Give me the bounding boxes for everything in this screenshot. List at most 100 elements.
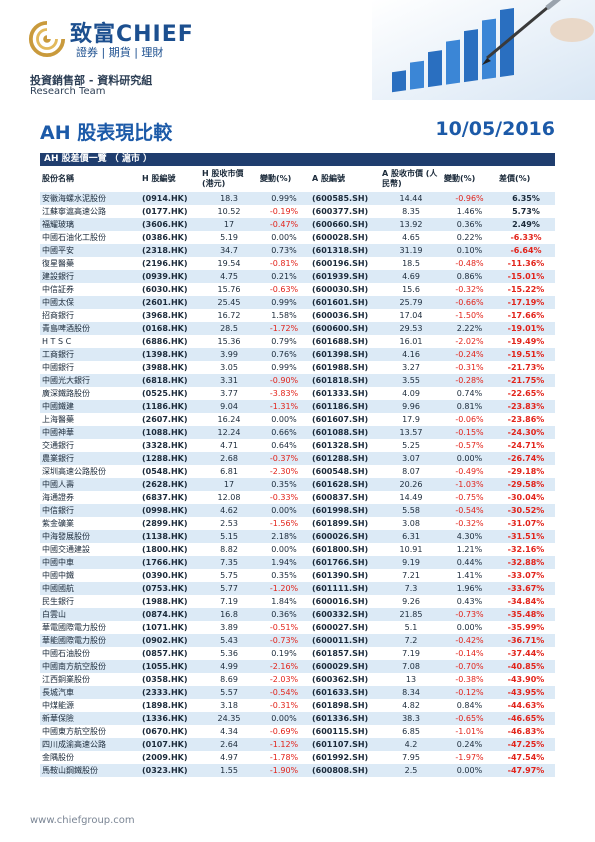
cell-a-change: -0.96% — [442, 192, 497, 205]
cell-premium: -17.19% — [497, 296, 555, 309]
cell-h-change: 1.94% — [258, 556, 310, 569]
cell-premium: -40.85% — [497, 660, 555, 673]
cell-a-change: -1.50% — [442, 309, 497, 322]
cell-stock-name: 中海發展股份 — [40, 530, 140, 543]
cell-premium: -15.22% — [497, 283, 555, 296]
cell-h-price: 25.45 — [200, 296, 258, 309]
cell-h-code: (0939.HK) — [140, 270, 200, 283]
cell-h-change: 0.66% — [258, 426, 310, 439]
cell-a-change: -0.54% — [442, 504, 497, 517]
cell-h-price: 5.15 — [200, 530, 258, 543]
table-row: 青島啤酒股份 (0168.HK) 28.5 -1.72% (600600.SH) 29.5… — [40, 322, 555, 335]
cell-a-change: 0.84% — [442, 699, 497, 712]
cell-h-code: (0168.HK) — [140, 322, 200, 335]
cell-premium: -47.97% — [497, 764, 555, 777]
cell-premium: -44.63% — [497, 699, 555, 712]
cell-a-change: 0.81% — [442, 400, 497, 413]
cell-h-change: 0.35% — [258, 478, 310, 491]
cell-a-change: -0.32% — [442, 517, 497, 530]
cell-a-price: 8.35 — [380, 205, 442, 218]
cell-h-price: 17 — [200, 478, 258, 491]
table-row: 新華保險 (1336.HK) 24.35 0.00% (601336.SH) 38.3 -0… — [40, 712, 555, 725]
cell-a-code: (600027.SH) — [310, 621, 380, 634]
cell-a-change: 0.86% — [442, 270, 497, 283]
cell-stock-name: 中國中車 — [40, 556, 140, 569]
cell-premium: -31.07% — [497, 517, 555, 530]
table-row: 白雲山 (0874.HK) 16.8 0.36% (600332.SH) 21.85 -0.… — [40, 608, 555, 621]
cell-h-code: (1398.HK) — [140, 348, 200, 361]
cell-h-price: 4.62 — [200, 504, 258, 517]
cell-premium: -6.33% — [497, 231, 555, 244]
cell-a-code: (600016.SH) — [310, 595, 380, 608]
cell-a-change: 1.21% — [442, 543, 497, 556]
table-row: 中煤能源 (1898.HK) 3.18 -0.31% (601898.SH) 4.82 0.… — [40, 699, 555, 712]
cell-a-price: 13 — [380, 673, 442, 686]
cell-a-price: 5.58 — [380, 504, 442, 517]
cell-premium: -24.30% — [497, 426, 555, 439]
cell-premium: -33.67% — [497, 582, 555, 595]
cell-a-price: 3.08 — [380, 517, 442, 530]
cell-h-price: 4.97 — [200, 751, 258, 764]
cell-premium: -46.65% — [497, 712, 555, 725]
table-row: 中國銀行 (3988.HK) 3.05 0.99% (601988.SH) 3.27 -0.… — [40, 361, 555, 374]
cell-a-change: 0.00% — [442, 764, 497, 777]
cell-a-price: 7.3 — [380, 582, 442, 595]
cell-a-price: 4.65 — [380, 231, 442, 244]
cell-h-price: 9.04 — [200, 400, 258, 413]
cell-a-change: 1.41% — [442, 569, 497, 582]
cell-a-code: (600548.SH) — [310, 465, 380, 478]
cell-a-change: -0.32% — [442, 283, 497, 296]
cell-a-code: (601601.SH) — [310, 296, 380, 309]
table-row: 中國國航 (0753.HK) 5.77 -1.20% (601111.SH) 7.3 1.9… — [40, 582, 555, 595]
cell-h-change: -1.56% — [258, 517, 310, 530]
cell-a-change: -1.97% — [442, 751, 497, 764]
cell-h-price: 2.68 — [200, 452, 258, 465]
cell-a-code: (601992.SH) — [310, 751, 380, 764]
cell-a-code: (601998.SH) — [310, 504, 380, 517]
cell-stock-name: 華能國際電力股份 — [40, 634, 140, 647]
cell-stock-name: 中國交通建設 — [40, 543, 140, 556]
cell-stock-name: 中國南方航空股份 — [40, 660, 140, 673]
cell-h-change: -3.83% — [258, 387, 310, 400]
table-row: 安徽海螺水泥股份 (0914.HK) 18.3 0.99% (600585.SH) 14.… — [40, 192, 555, 205]
cell-a-code: (601607.SH) — [310, 413, 380, 426]
col-header-achange: 變動(%) — [444, 174, 476, 183]
cell-stock-name: 馬鞍山鋼鐵股份 — [40, 764, 140, 777]
cell-h-change: 0.21% — [258, 270, 310, 283]
cell-a-change: -0.42% — [442, 634, 497, 647]
cell-stock-name: 復星醫藥 — [40, 257, 140, 270]
report-title-row: AH 股表現比較 10/05/2016 — [40, 118, 555, 146]
cell-a-code: (601398.SH) — [310, 348, 380, 361]
table-body: 安徽海螺水泥股份 (0914.HK) 18.3 0.99% (600585.SH) 14.… — [40, 192, 555, 777]
cell-a-code: (601390.SH) — [310, 569, 380, 582]
table-row: 中海發展股份 (1138.HK) 5.15 2.18% (600026.SH) 6.31 4… — [40, 530, 555, 543]
cell-a-code: (600332.SH) — [310, 608, 380, 621]
table-row: 長城汽車 (2333.HK) 5.57 -0.54% (601633.SH) 8.34 -0… — [40, 686, 555, 699]
cell-a-change: -0.48% — [442, 257, 497, 270]
cell-premium: -26.74% — [497, 452, 555, 465]
col-header-hchange: 變動(%) — [260, 174, 292, 183]
cell-h-price: 1.55 — [200, 764, 258, 777]
cell-a-price: 6.85 — [380, 725, 442, 738]
cell-a-change: -0.31% — [442, 361, 497, 374]
chief-logo-icon — [28, 20, 66, 58]
cell-a-change: 1.96% — [442, 582, 497, 595]
cell-h-code: (0548.HK) — [140, 465, 200, 478]
cell-stock-name: 中國神華 — [40, 426, 140, 439]
cell-a-code: (600030.SH) — [310, 283, 380, 296]
cell-h-code: (0998.HK) — [140, 504, 200, 517]
cell-premium: -37.44% — [497, 647, 555, 660]
cell-a-price: 38.3 — [380, 712, 442, 725]
cell-h-price: 3.31 — [200, 374, 258, 387]
cell-h-code: (1766.HK) — [140, 556, 200, 569]
cell-premium: -33.07% — [497, 569, 555, 582]
cell-a-price: 7.19 — [380, 647, 442, 660]
table-row: 廣深鐵路股份 (0525.HK) 3.77 -3.83% (601333.SH) 4.09… — [40, 387, 555, 400]
cell-a-change: -0.73% — [442, 608, 497, 621]
cell-a-code: (600362.SH) — [310, 673, 380, 686]
cell-a-price: 7.2 — [380, 634, 442, 647]
team-label: Research Team — [30, 86, 106, 97]
brand-name: 致富CHIEF — [70, 22, 194, 47]
cell-h-code: (1988.HK) — [140, 595, 200, 608]
cell-a-price: 5.1 — [380, 621, 442, 634]
